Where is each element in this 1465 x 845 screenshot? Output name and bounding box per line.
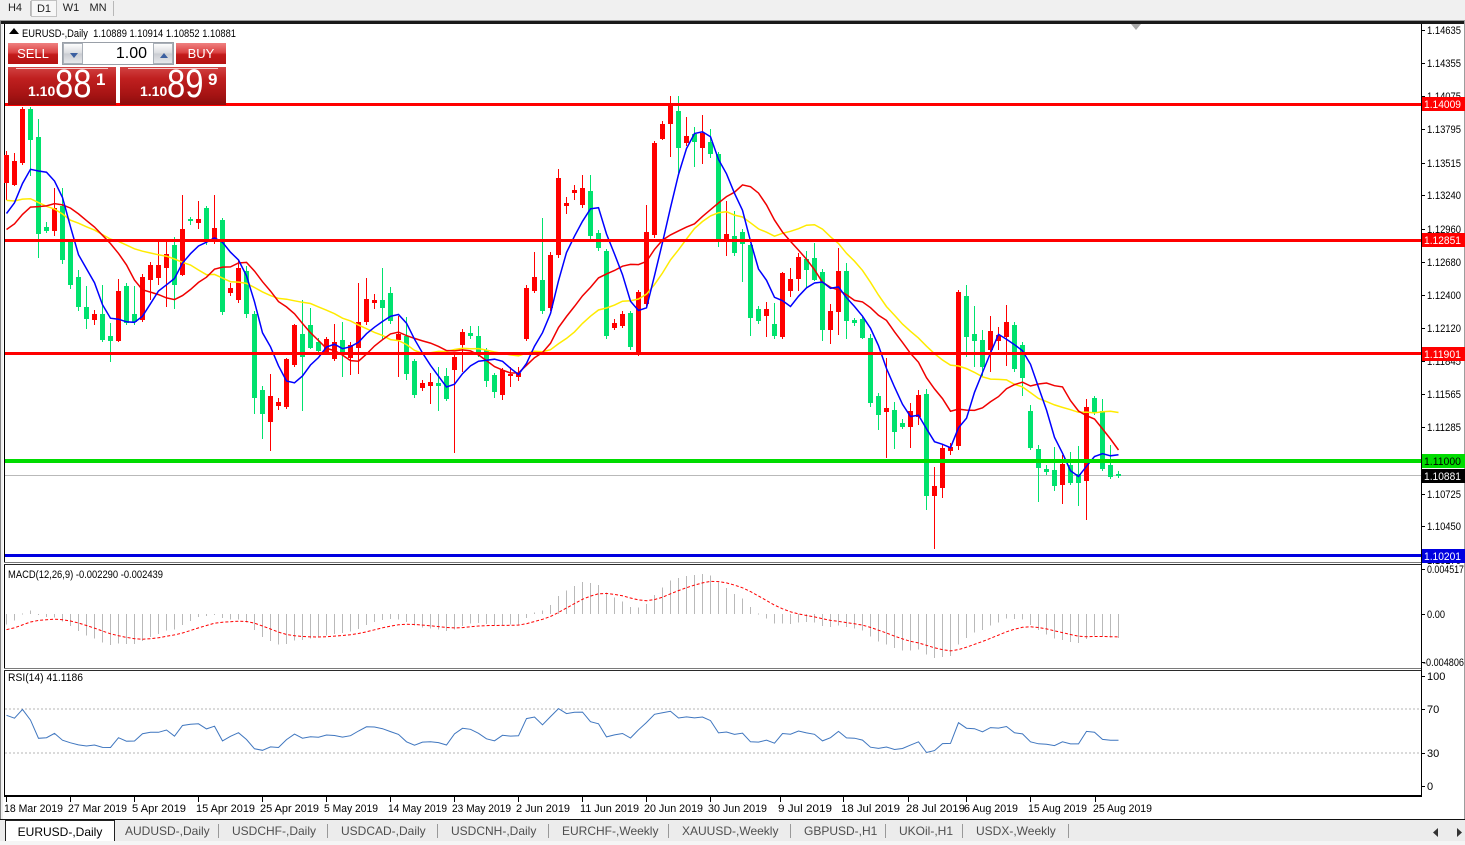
- svg-text:1.12851: 1.12851: [1424, 235, 1461, 247]
- svg-text:5 Apr 2019: 5 Apr 2019: [132, 803, 186, 815]
- svg-text:1.11000: 1.11000: [1424, 456, 1461, 468]
- svg-text:25 Apr 2019: 25 Apr 2019: [260, 803, 319, 815]
- svg-text:18 Mar 2019: 18 Mar 2019: [4, 803, 63, 815]
- svg-text:28 Jul 2019: 28 Jul 2019: [906, 803, 965, 815]
- svg-text:1.11285: 1.11285: [1427, 422, 1461, 434]
- svg-text:1.14355: 1.14355: [1427, 58, 1461, 70]
- svg-text:1.10450: 1.10450: [1427, 521, 1461, 533]
- svg-text:1.10725: 1.10725: [1427, 489, 1461, 501]
- svg-text:1.13240: 1.13240: [1427, 190, 1461, 202]
- svg-text:18 Jul 2019: 18 Jul 2019: [841, 803, 900, 815]
- svg-text:1.11901: 1.11901: [1424, 349, 1461, 361]
- svg-text:1.10881: 1.10881: [1424, 471, 1461, 483]
- svg-text:EURUSD-,Daily 1.10889 1.10914: EURUSD-,Daily 1.10889 1.10914 1.10852 1.…: [22, 28, 236, 40]
- svg-text:20 Jun 2019: 20 Jun 2019: [644, 803, 703, 815]
- svg-text:1.13515: 1.13515: [1427, 158, 1461, 170]
- svg-text:5 May 2019: 5 May 2019: [324, 803, 378, 815]
- svg-text:0.004517: 0.004517: [1427, 564, 1464, 576]
- svg-text:-0.004806: -0.004806: [1423, 657, 1464, 669]
- svg-text:25 Aug 2019: 25 Aug 2019: [1093, 803, 1152, 815]
- svg-text:1.12120: 1.12120: [1427, 323, 1461, 335]
- svg-text:23 May 2019: 23 May 2019: [452, 803, 511, 815]
- svg-text:0.00: 0.00: [1427, 609, 1445, 621]
- svg-text:6 Aug 2019: 6 Aug 2019: [964, 803, 1018, 815]
- svg-text:14 May 2019: 14 May 2019: [388, 803, 447, 815]
- svg-text:11 Jun 2019: 11 Jun 2019: [580, 803, 639, 815]
- svg-text:1.12400: 1.12400: [1427, 290, 1461, 302]
- svg-text:1.14635: 1.14635: [1427, 25, 1461, 37]
- svg-text:1.10201: 1.10201: [1424, 551, 1461, 563]
- svg-text:1.14009: 1.14009: [1424, 99, 1461, 111]
- svg-text:15 Aug 2019: 15 Aug 2019: [1028, 803, 1087, 815]
- svg-text:1.12680: 1.12680: [1427, 257, 1461, 269]
- svg-text:15 Apr 2019: 15 Apr 2019: [196, 803, 255, 815]
- svg-text:9 Jul 2019: 9 Jul 2019: [778, 803, 832, 815]
- svg-text:0: 0: [1427, 781, 1433, 793]
- svg-text:30 Jun 2019: 30 Jun 2019: [708, 803, 767, 815]
- svg-text:100: 100: [1427, 671, 1445, 683]
- svg-text:2 Jun 2019: 2 Jun 2019: [516, 803, 570, 815]
- svg-text:70: 70: [1427, 704, 1439, 716]
- svg-text:MACD(12,26,9) -0.002290 -0.002: MACD(12,26,9) -0.002290 -0.002439: [8, 569, 163, 581]
- svg-text:27 Mar 2019: 27 Mar 2019: [68, 803, 127, 815]
- svg-text:1.13795: 1.13795: [1427, 124, 1461, 136]
- svg-text:RSI(14) 41.1186: RSI(14) 41.1186: [8, 672, 83, 684]
- svg-text:30: 30: [1427, 748, 1439, 760]
- svg-text:1.11565: 1.11565: [1427, 389, 1461, 401]
